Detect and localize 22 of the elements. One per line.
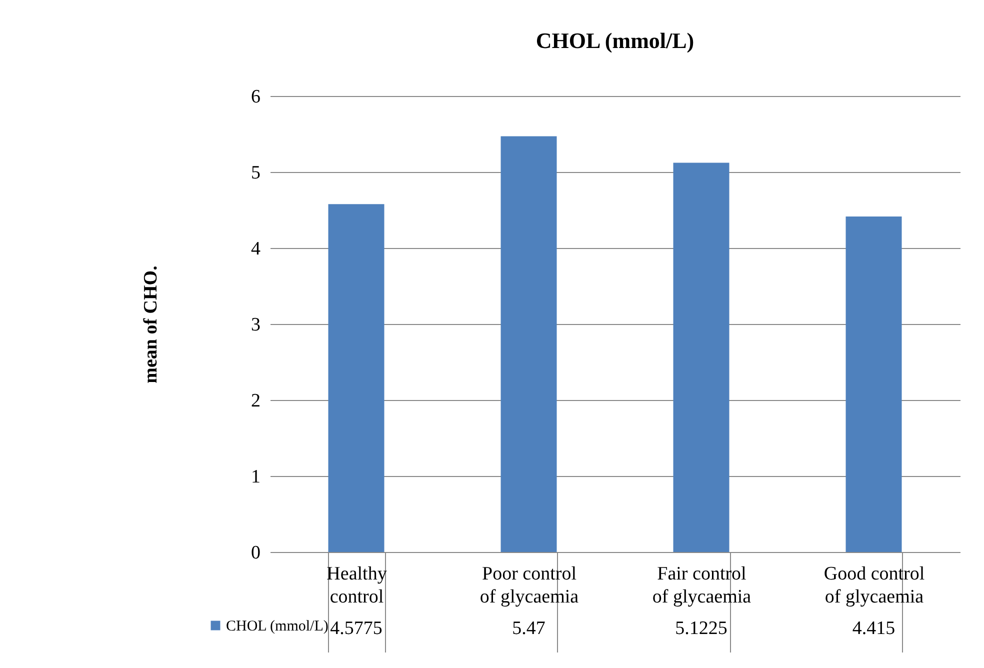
y-tick-label: 0: [251, 542, 260, 564]
y-tick-label: 2: [251, 390, 260, 412]
x-tick-label: Healthy control: [326, 564, 388, 608]
y-tick-label: 3: [251, 314, 260, 336]
bar: [500, 136, 557, 552]
bar: [846, 216, 902, 552]
y-axis-title: mean of CHO.: [140, 266, 162, 384]
x-tick-label: Good control of glycaemia: [824, 564, 925, 608]
x-tick-label: Poor control of glycaemia: [480, 564, 580, 608]
bar: [328, 204, 384, 552]
x-tick-label: Fair control of glycaemia: [652, 564, 752, 608]
legend-label: CHOL (mmol/L): [226, 618, 328, 634]
y-tick-label: 1: [251, 466, 260, 488]
data-label: 5.47: [512, 618, 546, 639]
data-label: 4.415: [852, 618, 896, 639]
y-tick-label: 6: [251, 86, 260, 108]
data-label: 4.5775: [330, 618, 382, 639]
chart-title: CHOL (mmol/L): [536, 28, 694, 53]
bar: [673, 162, 730, 552]
data-label: 5.1225: [675, 618, 728, 639]
y-tick-label: 4: [251, 238, 261, 260]
y-tick-label: 5: [251, 162, 260, 184]
